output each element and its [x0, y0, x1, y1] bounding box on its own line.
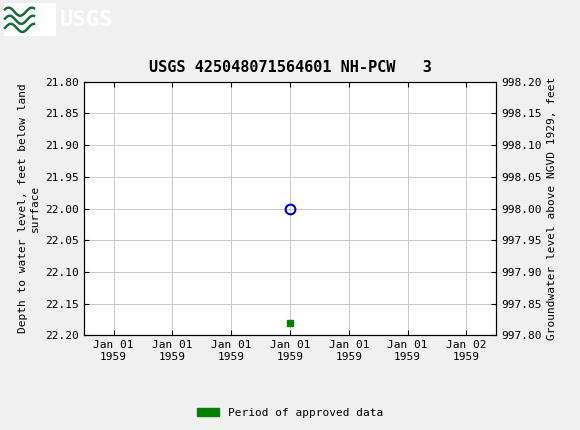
- Text: USGS: USGS: [60, 10, 114, 30]
- Y-axis label: Groundwater level above NGVD 1929, feet: Groundwater level above NGVD 1929, feet: [547, 77, 557, 340]
- Text: USGS 425048071564601 NH-PCW   3: USGS 425048071564601 NH-PCW 3: [148, 60, 432, 75]
- Y-axis label: Depth to water level, feet below land
surface: Depth to water level, feet below land su…: [19, 84, 40, 333]
- FancyBboxPatch shape: [4, 3, 56, 36]
- Legend: Period of approved data: Period of approved data: [193, 403, 387, 422]
